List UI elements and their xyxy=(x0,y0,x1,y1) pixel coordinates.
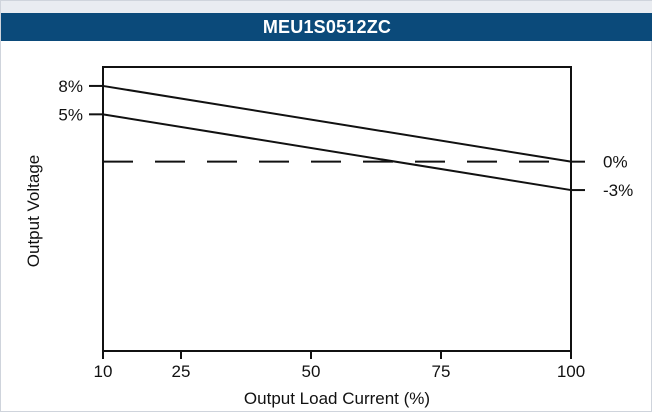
x-tick-label: 50 xyxy=(302,362,321,381)
x-tick-label: 75 xyxy=(432,362,451,381)
chart-title: MEU1S0512ZC xyxy=(1,13,652,41)
series-line-1 xyxy=(102,84,572,163)
y-axis-label: Output Voltage xyxy=(24,155,43,267)
x-tick-label: 100 xyxy=(557,362,585,381)
tick-layer: 10 25 50 75 100 8% 5% 0% -3% xyxy=(58,77,633,381)
right-tick-label: -3% xyxy=(603,181,633,200)
left-tick-label: 8% xyxy=(58,77,83,96)
top-strip xyxy=(1,1,652,13)
right-tick-label: 0% xyxy=(603,153,628,172)
x-tick-label: 25 xyxy=(172,362,191,381)
x-axis-label: Output Load Current (%) xyxy=(244,389,430,408)
left-tick-label: 5% xyxy=(58,105,83,124)
series-line-2 xyxy=(102,113,572,192)
series-layer xyxy=(102,84,572,192)
x-tick-label: 10 xyxy=(94,362,113,381)
plot-area-border xyxy=(102,66,572,352)
